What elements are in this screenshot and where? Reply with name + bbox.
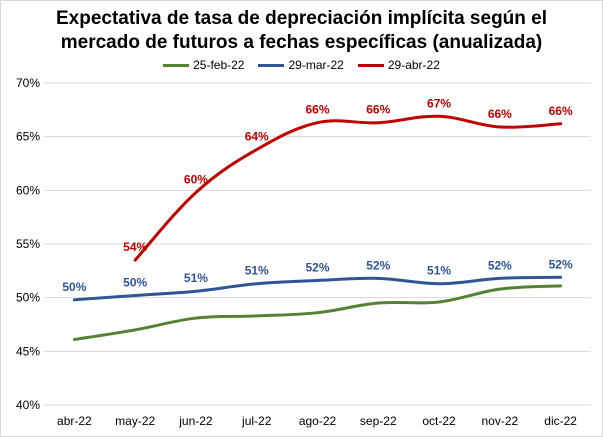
- y-tick-label-65: 65%: [16, 130, 40, 144]
- x-tick-label-oct-22: oct-22: [422, 414, 456, 428]
- series-point-29-mar-22-may-22: [135, 295, 136, 296]
- x-tick-label-jul-22: jul-22: [241, 414, 272, 428]
- x-tick-label-dic-22: dic-22: [544, 414, 577, 428]
- data-label-29-mar-22-may-22: 50%: [123, 276, 147, 290]
- data-label-29-abr-22-sep-22: 66%: [366, 103, 390, 117]
- series-point-29-mar-22-jun-22: [195, 291, 196, 292]
- series-point-25-feb-22-may-22: [135, 329, 136, 330]
- series-point-29-abr-22-oct-22: [439, 116, 440, 117]
- x-tick-label-abr-22: abr-22: [57, 414, 92, 428]
- legend-swatch-29-mar-22: [258, 63, 285, 67]
- series-line-29-mar-22: [72, 275, 563, 302]
- series-point-25-feb-22-jun-22: [195, 318, 196, 319]
- series-point-29-mar-22-ago-22: [317, 280, 318, 281]
- series-point-25-feb-22-abr-22: [74, 339, 75, 340]
- data-label-29-abr-22-nov-22: 66%: [488, 107, 512, 121]
- legend-item-25-feb-22: 25-feb-22: [163, 58, 244, 72]
- chart-title-line-1: Expectativa de tasa de depreciación impl…: [55, 8, 548, 29]
- series-point-29-abr-22-may-22: [135, 260, 136, 261]
- series-point-29-mar-22-jul-22: [256, 283, 257, 284]
- series-point-29-mar-22-dic-22: [560, 277, 561, 278]
- data-label-29-mar-22-sep-22: 52%: [366, 258, 390, 272]
- data-label-29-mar-22-dic-22: 52%: [549, 257, 573, 271]
- x-tick-label-sep-22: sep-22: [360, 414, 397, 428]
- y-tick-label-50: 50%: [16, 291, 40, 305]
- chart-title: Expectativa de tasa de depreciación impl…: [1, 7, 602, 55]
- x-tick-label-nov-22: nov-22: [481, 414, 518, 428]
- legend-label-25-feb-22: 25-feb-22: [193, 58, 245, 72]
- y-tick-label-40: 40%: [16, 398, 40, 412]
- data-label-29-abr-22-dic-22: 66%: [549, 104, 573, 118]
- series-point-29-mar-22-nov-22: [499, 278, 500, 279]
- y-tick-label-60: 60%: [16, 183, 40, 197]
- y-tick-label-45: 45%: [16, 344, 40, 358]
- data-label-29-abr-22-jul-22: 64%: [245, 130, 269, 144]
- data-label-29-abr-22-oct-22: 67%: [427, 96, 451, 110]
- x-tick-label-ago-22: ago-22: [299, 414, 337, 428]
- series-point-25-feb-22-nov-22: [499, 289, 500, 290]
- data-label-29-mar-22-jul-22: 51%: [245, 264, 269, 278]
- series-point-29-abr-22-ago-22: [317, 122, 318, 123]
- y-tick-label-55: 55%: [16, 237, 40, 251]
- y-tick-label-70: 70%: [16, 76, 40, 90]
- data-label-29-mar-22-nov-22: 52%: [488, 258, 512, 272]
- data-label-29-mar-22-abr-22: 50%: [62, 280, 86, 294]
- series-point-29-abr-22-nov-22: [499, 127, 500, 128]
- series-point-29-mar-22-oct-22: [439, 283, 440, 284]
- data-label-29-abr-22-jun-22: 60%: [184, 172, 208, 186]
- legend-swatch-25-feb-22: [163, 63, 190, 67]
- data-label-29-mar-22-ago-22: 52%: [305, 260, 329, 274]
- series-point-25-feb-22-jul-22: [256, 315, 257, 316]
- data-label-29-mar-22-oct-22: 51%: [427, 264, 451, 278]
- legend-item-29-mar-22: 29-mar-22: [258, 58, 344, 72]
- legend-swatch-29-abr-22: [357, 63, 384, 67]
- series-point-25-feb-22-sep-22: [378, 303, 379, 304]
- series-point-29-abr-22-jul-22: [256, 149, 257, 150]
- series-point-29-mar-22-abr-22: [74, 299, 75, 300]
- series-line-25-feb-22: [72, 284, 563, 342]
- series-point-29-abr-22-dic-22: [560, 123, 561, 124]
- data-label-29-mar-22-jun-22: 51%: [184, 271, 208, 285]
- series-line-29-abr-22: [133, 114, 563, 262]
- series-point-29-mar-22-sep-22: [378, 278, 379, 279]
- x-tick-label-jun-22: jun-22: [178, 414, 213, 428]
- series-point-25-feb-22-dic-22: [560, 285, 561, 286]
- chart-legend: 25-feb-22 29-mar-22 29-abr-22: [1, 58, 602, 72]
- x-tick-label-may-22: may-22: [115, 414, 155, 428]
- legend-item-29-abr-22: 29-abr-22: [357, 58, 440, 72]
- series-point-29-abr-22-jun-22: [195, 192, 196, 193]
- series-point-29-abr-22-sep-22: [378, 122, 379, 123]
- data-label-29-abr-22-may-22: 54%: [123, 240, 147, 254]
- chart-title-line-2: mercado de futuros a fechas específicas …: [60, 32, 543, 53]
- data-label-29-abr-22-ago-22: 66%: [305, 103, 329, 117]
- series-point-25-feb-22-oct-22: [439, 301, 440, 302]
- legend-label-29-abr-22: 29-abr-22: [387, 58, 440, 72]
- legend-label-29-mar-22: 29-mar-22: [288, 58, 344, 72]
- series-point-25-feb-22-ago-22: [317, 312, 318, 313]
